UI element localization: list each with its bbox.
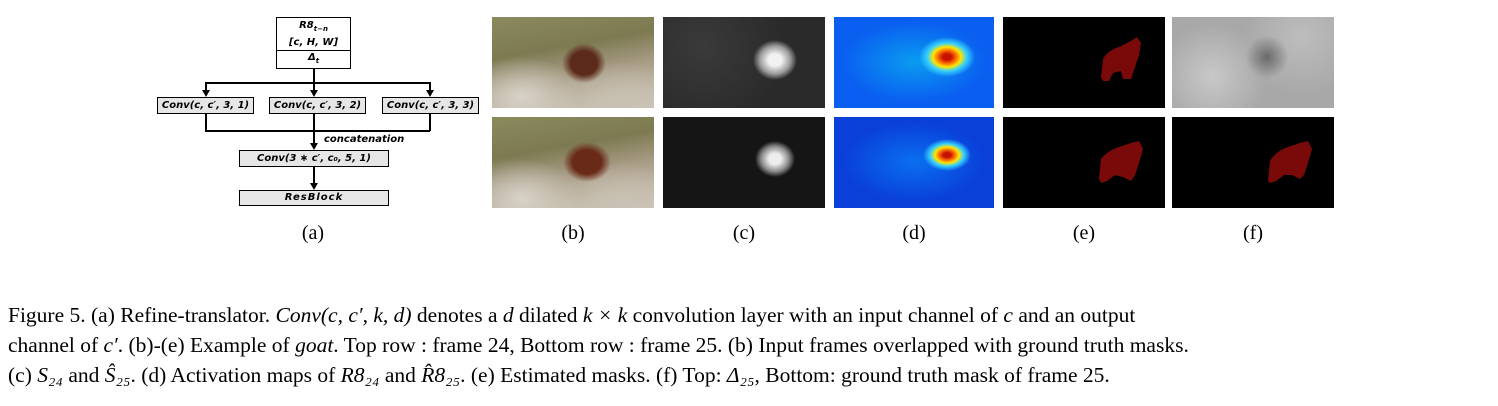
goat-frame-24-image — [492, 17, 654, 108]
s25-hat-map — [663, 117, 825, 208]
subfigure-label-e: (e) — [1072, 222, 1096, 244]
subfigure-label-c: (c) — [732, 222, 756, 244]
caption-line-2: channel of c′. (b)-(e) Example of goat. … — [8, 333, 1189, 357]
merge-conv-box: Conv(3 ∗ c′, c₀, 5, 1) — [239, 150, 389, 167]
conv-branch-1: Conv(c, c′, 3, 1) — [157, 97, 254, 114]
goat-mask-shape — [1268, 141, 1312, 183]
caption-line-1: Figure 5. (a) Refine-translator. Conv(c,… — [8, 303, 1136, 327]
estimated-mask-25 — [1003, 117, 1165, 208]
subfigure-label-f: (f) — [1243, 222, 1263, 244]
delta-25-map — [1172, 17, 1334, 108]
conv-branch-3: Conv(c, c′, 3, 3) — [382, 97, 479, 114]
subfigure-label-b: (b) — [561, 222, 585, 244]
caption-line-3: (c) S₂₄ and Ŝ₂₅. (d) Activation maps of … — [8, 363, 1110, 387]
resblock-box: ResBlock — [239, 190, 389, 206]
input-box: R8t−n [c, H, W] Δt — [276, 17, 351, 69]
estimated-mask-24 — [1003, 17, 1165, 108]
ground-truth-mask-25 — [1172, 117, 1334, 208]
figure-caption: Figure 5. (a) Refine-translator. Conv(c,… — [8, 300, 1486, 390]
r8-25-hat-activation-map — [834, 117, 994, 208]
goat-frame-25-image — [492, 117, 654, 208]
s24-map — [663, 17, 825, 108]
goat-mask-shape — [1101, 37, 1141, 81]
r8-24-activation-map — [834, 17, 994, 108]
subfigure-label-d: (d) — [902, 222, 926, 244]
conv-branch-2: Conv(c, c′, 3, 2) — [269, 97, 366, 114]
subfigure-label-a: (a) — [301, 222, 325, 244]
goat-mask-shape — [1099, 141, 1143, 183]
concatenation-label: concatenation — [324, 134, 405, 145]
